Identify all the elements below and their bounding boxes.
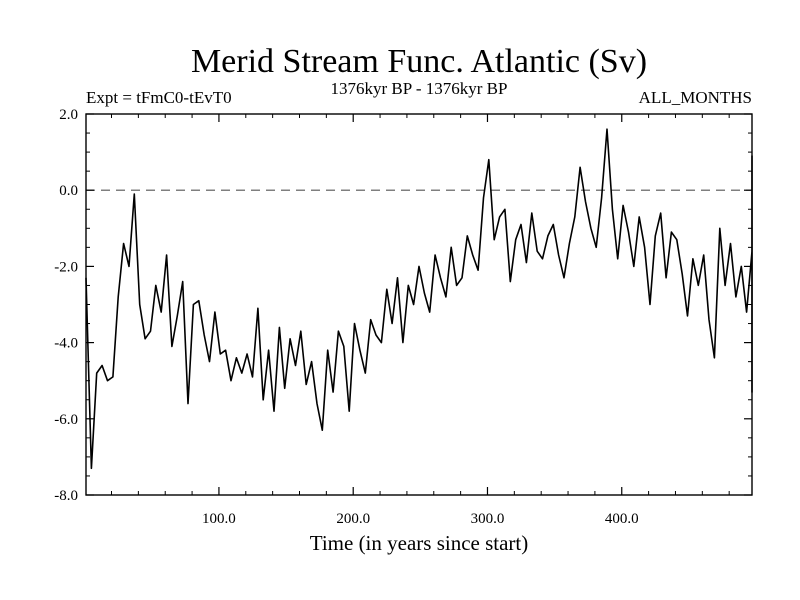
chart-subtitle-left: Expt = tFmC0-tEvT0	[86, 88, 232, 107]
plot-frame	[85, 113, 753, 496]
y-tick-label: 0.0	[59, 183, 78, 199]
y-tick-label: 2.0	[59, 107, 78, 123]
x-tick-label: 100.0	[202, 511, 236, 527]
y-tick-label: -2.0	[54, 259, 78, 275]
x-tick-label: 300.0	[471, 511, 505, 527]
y-tick-label: -6.0	[54, 412, 78, 428]
x-axis-label: Time (in years since start)	[310, 531, 529, 555]
chart-subtitle-center: 1376kyr BP - 1376kyr BP	[331, 79, 508, 98]
chart-title: Merid Stream Func. Atlantic (Sv)	[191, 43, 647, 80]
y-tick-label: -4.0	[54, 336, 78, 352]
ticks-layer: -8.0 -6.0 -4.0 -2.0 0.0 2.0 100.0 200.0 300.0 400…	[54, 107, 752, 527]
x-tick-label: 400.0	[605, 511, 639, 527]
y-tick-label: -8.0	[54, 488, 78, 504]
x-tick-label: 200.0	[336, 511, 370, 527]
chart-subtitle-right: ALL_MONTHS	[639, 88, 752, 107]
